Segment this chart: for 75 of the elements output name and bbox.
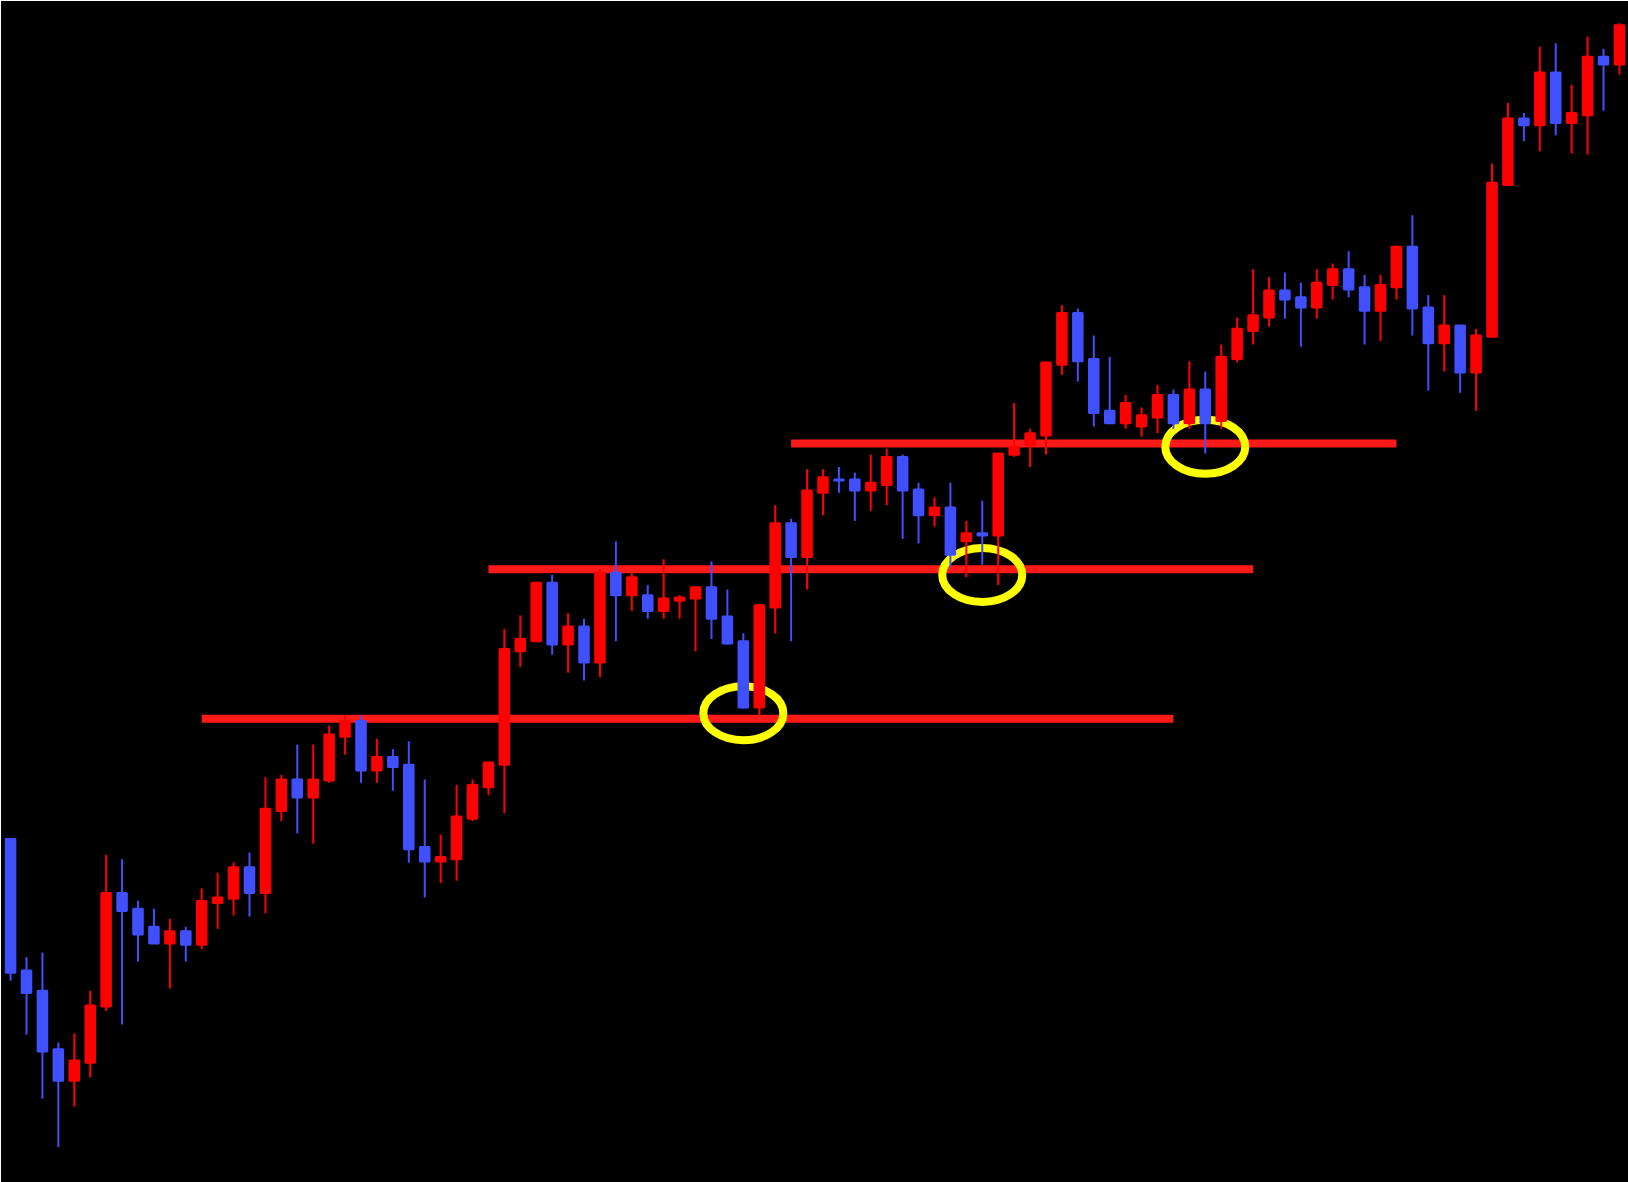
candlestick [227,861,240,917]
candlestick [641,584,654,620]
candlestick [418,778,431,899]
candlestick [68,1032,81,1108]
candlestick [1613,22,1626,76]
candlestick [52,1041,65,1149]
candlestick [912,481,925,545]
candlestick [880,448,893,507]
candlestick [1311,268,1323,320]
candlestick [164,917,176,990]
candlestick [626,571,638,612]
candlestick [275,773,288,823]
candlestick [1024,427,1036,469]
candlestick [864,453,877,512]
candlestick [1119,394,1132,430]
candlestick [387,748,399,792]
candlestick [1279,271,1291,320]
candlestick [132,899,144,963]
candlestick [323,724,335,784]
candlestick [896,453,909,540]
candlestick [371,738,383,784]
candlestick [1151,383,1164,435]
candlestick [1342,250,1355,299]
candlestick [1390,244,1403,301]
candlestick [1135,406,1148,438]
candlestick [211,871,224,930]
candlestick [944,481,957,569]
candlestick [849,471,861,522]
candlestick [291,743,304,835]
candlestick [1597,47,1610,112]
candlestick [1326,262,1339,301]
candlestick [1167,388,1180,430]
candlestick [1247,268,1259,346]
candlestick [1358,273,1371,346]
candlestick [339,714,351,756]
candlestick [833,466,845,494]
candlestick [1263,276,1275,328]
candlestick [243,851,256,918]
candlestick [1518,111,1530,143]
candlestick [482,761,495,797]
candlestick [673,594,686,620]
candlestick [705,560,718,640]
candlestick [1008,401,1020,458]
candlestick [148,907,160,945]
candlestick [450,784,463,882]
candlestick [1103,355,1116,425]
candlestick [1231,316,1243,364]
candlestick [434,833,447,884]
candlestick [1470,327,1482,412]
candlestick [976,499,989,566]
candlestick [1438,294,1450,373]
candlestick [307,743,319,845]
candlestick [1199,370,1212,455]
candlestick [960,519,973,579]
candlestick [785,517,797,643]
candlestick [657,558,670,620]
candlestick [116,858,128,1026]
candlestick [689,586,702,653]
candlestick [928,496,941,528]
candlestick [1454,324,1466,394]
candlestick [817,468,829,517]
candlestick [562,612,574,674]
candlestick [1183,360,1196,430]
candlestick [1422,294,1435,392]
candlestick [195,887,208,951]
candlestick [610,540,622,643]
candlestick [20,956,33,1036]
candlestick [1295,281,1307,348]
candlestick [578,617,590,682]
candlestick [466,778,479,823]
candlestick [1565,83,1578,155]
candlestick [1374,273,1387,343]
candlestick [721,588,734,646]
candlestick [180,925,192,963]
candlestick [514,614,527,669]
